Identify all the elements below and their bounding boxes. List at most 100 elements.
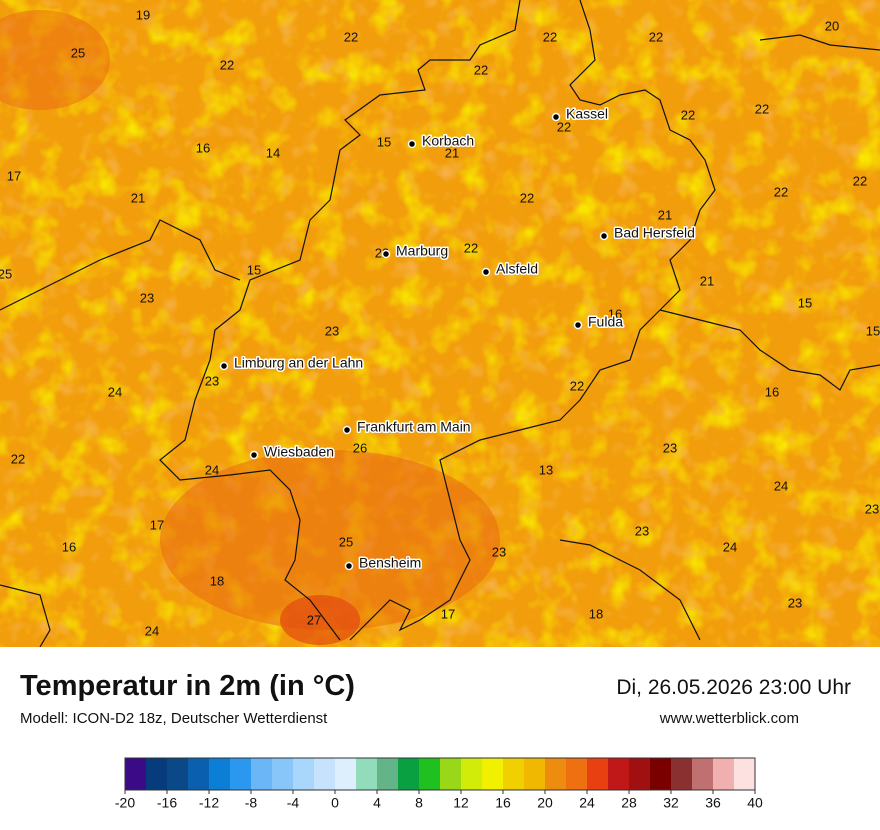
temperature-label: 20 bbox=[825, 18, 839, 33]
city-dot bbox=[407, 139, 417, 149]
colorbar-segment bbox=[314, 758, 336, 790]
colorbar-segment bbox=[461, 758, 483, 790]
subtitle: Modell: ICON-D2 18z, Deutscher Wetterdie… bbox=[20, 710, 328, 727]
warm-area bbox=[160, 450, 500, 630]
temperature-label: 22 bbox=[774, 184, 788, 199]
colorbar-segment bbox=[251, 758, 273, 790]
temperature-label: 23 bbox=[635, 523, 649, 538]
temperature-label: 22 bbox=[755, 101, 769, 116]
temperature-label: 23 bbox=[788, 595, 802, 610]
temperature-label: 25 bbox=[0, 266, 12, 281]
state-border bbox=[0, 219, 241, 311]
date: Di, 26.05.2026 23:00 Uhr bbox=[616, 676, 851, 699]
state-border bbox=[0, 584, 51, 647]
colorbar-tick-label: 4 bbox=[373, 795, 381, 811]
colorbar-segment bbox=[356, 758, 378, 790]
colorbar-segment bbox=[188, 758, 210, 790]
colorbar-tick-label: 28 bbox=[621, 795, 637, 811]
temperature-label: 24 bbox=[774, 478, 788, 493]
title: Temperatur in 2m (in °C) bbox=[20, 670, 355, 702]
colorbar-segment bbox=[335, 758, 357, 790]
colorbar-segment bbox=[650, 758, 672, 790]
colorbar-segment bbox=[419, 758, 441, 790]
colorbar-segment bbox=[503, 758, 525, 790]
temperature-label: 22 bbox=[11, 451, 25, 466]
colorbar-tick-label: 20 bbox=[537, 795, 553, 811]
colorbar-segment bbox=[671, 758, 693, 790]
temperature-label: 24 bbox=[723, 539, 737, 554]
temperature-label: 22 bbox=[344, 29, 358, 44]
temperature-label: 18 bbox=[210, 573, 224, 588]
temperature-label: 22 bbox=[649, 29, 663, 44]
colorbar-tick-labels: -20 -16 -12 -8 -4 0 4 8 12 16 20 24 28 32 36 40 bbox=[115, 795, 763, 811]
colorbar-tick-label: 12 bbox=[453, 795, 469, 811]
temperature-label: 22 bbox=[543, 29, 557, 44]
temperature-label: 22 bbox=[681, 107, 695, 122]
temperature-label: 21 bbox=[445, 145, 459, 160]
temperature-label: 25 bbox=[339, 534, 353, 549]
map: 19 25 22 22 22 22 22 20 22 22 22 16 14 15 21 17 21 22 22 22… bbox=[0, 0, 880, 647]
colorbar-segment bbox=[734, 758, 756, 790]
temperature-label: 15 bbox=[377, 134, 391, 149]
city-label: Marburg bbox=[396, 243, 448, 259]
city-dot bbox=[249, 450, 259, 460]
city-dot bbox=[342, 425, 352, 435]
temperature-label: 17 bbox=[441, 606, 455, 621]
colorbar-segment bbox=[692, 758, 714, 790]
colorbar-segment bbox=[377, 758, 399, 790]
colorbar-tick-label: -8 bbox=[245, 795, 258, 811]
city-label: Fulda bbox=[588, 314, 623, 330]
city-label: Alsfeld bbox=[496, 261, 538, 277]
temperature-label: 27 bbox=[307, 612, 321, 627]
colorbar-tick-label: 24 bbox=[579, 795, 595, 811]
warm-area bbox=[0, 10, 110, 110]
city-label: Korbach bbox=[422, 133, 474, 149]
colorbar-segment bbox=[167, 758, 189, 790]
city-dot bbox=[381, 249, 391, 259]
colorbar-segment bbox=[587, 758, 609, 790]
colorbar-segment bbox=[482, 758, 504, 790]
colorbar-tick-label: -20 bbox=[115, 795, 135, 811]
temperature-label: 22 bbox=[464, 240, 478, 255]
city-label: Frankfurt am Main bbox=[357, 419, 471, 435]
temperature-label: 21 bbox=[658, 207, 672, 222]
colorbar-segment bbox=[545, 758, 567, 790]
colorbar-segment bbox=[440, 758, 462, 790]
temperature-label: 16 bbox=[608, 306, 622, 321]
colorbar-tick-label: 16 bbox=[495, 795, 511, 811]
colorbar-tick-label: -16 bbox=[157, 795, 177, 811]
temperature-label: 16 bbox=[196, 140, 210, 155]
colorbar-segment bbox=[608, 758, 630, 790]
temperature-label: 23 bbox=[865, 501, 879, 516]
temperature-label: 18 bbox=[589, 606, 603, 621]
colorbar-tick-label: 8 bbox=[415, 795, 423, 811]
temperature-label: 16 bbox=[62, 539, 76, 554]
temperature-label: 23 bbox=[205, 373, 219, 388]
temperature-label: 22 bbox=[220, 57, 234, 72]
temperature-label: 26 bbox=[353, 440, 367, 455]
temperature-label: 17 bbox=[7, 168, 21, 183]
temperature-label: 21 bbox=[700, 273, 714, 288]
state-border bbox=[559, 539, 701, 641]
colorbar-frame bbox=[124, 757, 756, 791]
borders bbox=[0, 0, 880, 647]
state-border bbox=[759, 34, 880, 51]
temperature-label: 22 bbox=[570, 378, 584, 393]
temperature-label: 23 bbox=[492, 544, 506, 559]
temperature-label: 21 bbox=[131, 190, 145, 205]
colorbar-tick-label: 0 bbox=[331, 795, 339, 811]
city-label: Bad Hersfeld bbox=[614, 225, 695, 241]
city-label: Limburg an der Lahn bbox=[234, 355, 363, 371]
colorbar-tick-label: 32 bbox=[663, 795, 679, 811]
colorbar-segment bbox=[146, 758, 168, 790]
city-dot bbox=[573, 320, 583, 330]
temperature-label: 15 bbox=[866, 323, 880, 338]
temperature-label: 22 bbox=[520, 190, 534, 205]
temperature-label: 17 bbox=[150, 517, 164, 532]
colorbar-tick-label: 36 bbox=[705, 795, 721, 811]
temperature-label: 13 bbox=[539, 462, 553, 477]
colorbar-segment bbox=[125, 758, 147, 790]
temperature-label: 24 bbox=[205, 462, 219, 477]
temperature-label: 24 bbox=[108, 384, 122, 399]
